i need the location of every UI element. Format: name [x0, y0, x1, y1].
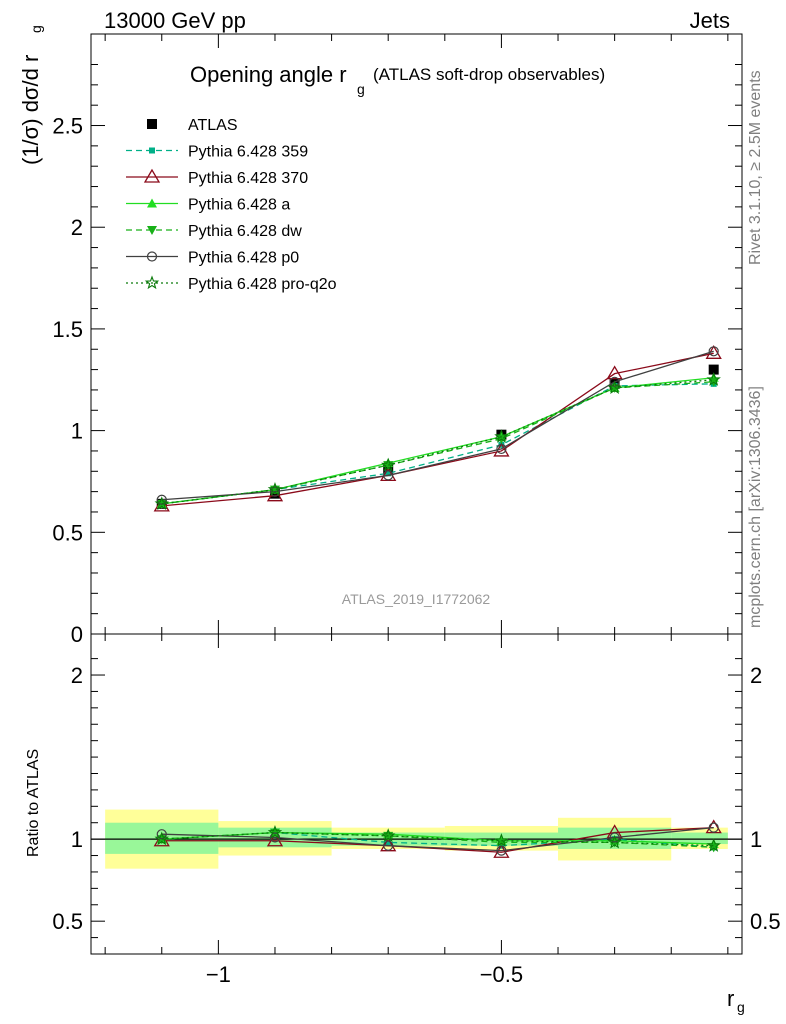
legend-label-5: Pythia 6.428 p0	[188, 250, 299, 267]
main-y-tick-label: 0.5	[52, 520, 83, 545]
main-point-2-0	[153, 497, 170, 512]
ratio-point-4-1	[269, 832, 281, 843]
main-series-6	[154, 372, 721, 510]
main-point-0-5	[708, 364, 719, 375]
ratio-point-5-1	[267, 824, 283, 839]
legend-marker-1	[149, 147, 155, 154]
x-tick-label: −1	[206, 962, 231, 987]
plot-title-main: Opening angle r	[190, 62, 347, 87]
main-point-6-0	[154, 496, 169, 510]
main-series-5	[156, 346, 719, 505]
main-y-tick-label: 1	[71, 419, 83, 444]
main-y-tick-label: 2.5	[52, 114, 83, 139]
header-right: Jets	[690, 8, 730, 33]
ratio-y-tick-label-right: 2	[750, 663, 762, 688]
main-point-6-3	[494, 429, 509, 443]
legend-marker-6	[144, 275, 160, 290]
rivet-version-text: Rivet 3.1.10, ≥ 2.5M events	[747, 70, 764, 265]
main-point-2-4	[606, 365, 623, 380]
legend-item-5: Pythia 6.428 p0	[126, 250, 299, 267]
main-point-6-5	[706, 372, 721, 386]
main-series-line-2	[161, 352, 714, 507]
ratio-y-tick-label-right: 0.5	[750, 909, 781, 934]
ratio-point-5-3	[494, 833, 509, 847]
legend-item-0: ATLAS	[147, 117, 238, 134]
y-axis-label-subscript: g	[28, 25, 44, 33]
ratio-point-5-0	[154, 831, 169, 846]
main-point-5-2	[383, 470, 394, 481]
ratio-series-line-3	[161, 831, 714, 848]
ratio-y-tick-label-left: 2	[71, 663, 83, 688]
legend-marker-3	[147, 198, 157, 208]
legend-item-6: Pythia 6.428 pro-q2o	[126, 275, 337, 293]
header-left: 13000 GeV pp	[104, 8, 246, 33]
main-y-tick-label: 2	[71, 215, 83, 240]
legend: ATLAS Pythia 6.428 359 Pythia 6.428 370 Pyt…	[126, 117, 337, 293]
x-tick-label: −0.5	[480, 962, 523, 987]
legend-label-1: Pythia 6.428 359	[188, 144, 308, 161]
main-y-tick-label: 1.5	[52, 317, 83, 342]
main-point-6-1	[267, 482, 283, 496]
legend-label-6: Pythia 6.428 pro-q2o	[188, 276, 337, 293]
main-point-6-2	[380, 457, 396, 472]
legend-marker-5	[146, 251, 158, 262]
analysis-watermark: ATLAS_2019_I1772062	[342, 591, 491, 607]
legend-marker-0	[147, 119, 157, 129]
axes-group: −1 −0.5 0 0.5 1 1.5 2 2.5 0.5 0.5 1 1 2 2	[52, 34, 781, 987]
legend-marker-4	[147, 226, 157, 235]
ratio-y-tick-label-left: 1	[71, 827, 83, 852]
ratio-series-line-4	[161, 826, 714, 852]
ratio-plot-frame	[90, 633, 743, 955]
main-point-6-4	[607, 380, 622, 395]
ratio-point-1-3	[493, 843, 510, 858]
main-point-5-4	[609, 376, 620, 387]
plot-title: Opening angle r g (ATLAS soft-drop obser…	[190, 62, 605, 97]
main-point-5-0	[156, 494, 167, 505]
ratio-series-line-1	[161, 826, 714, 853]
ratio-y-tick-label-right: 1	[750, 827, 762, 852]
legend-label-2: Pythia 6.428 370	[188, 170, 308, 187]
main-point-5-3	[496, 443, 507, 455]
x-axis-label: r g	[727, 986, 745, 1015]
plot-title-subscript: g	[357, 81, 365, 97]
plot-title-suffix: (ATLAS soft-drop observables)	[373, 65, 605, 84]
ratio-point-4-3	[496, 845, 507, 856]
legend-item-4: Pythia 6.428 dw	[126, 223, 302, 240]
ratio-point-0-2	[385, 839, 392, 846]
ratio-series-5	[154, 824, 721, 852]
ratio-series-group	[153, 819, 722, 858]
ratio-y-tick-label-left: 0.5	[52, 909, 83, 934]
main-series-line-6	[161, 379, 714, 505]
main-point-1-2	[385, 470, 392, 477]
legend-item-3: Pythia 6.428 a	[126, 197, 290, 214]
legend-label-0: ATLAS	[188, 117, 238, 134]
legend-item-1: Pythia 6.428 359	[126, 144, 308, 161]
x-axis-label-main: r	[727, 986, 734, 1011]
ratio-point-5-5	[706, 838, 721, 852]
ratio-point-4-5	[708, 822, 719, 833]
main-series-line-5	[161, 350, 714, 501]
ratio-point-1-0	[153, 832, 170, 847]
ratio-point-4-2	[383, 840, 394, 851]
y-axis-label: (1/σ) dσ/d r g	[18, 25, 44, 165]
x-axis-label-subscript: g	[737, 999, 745, 1015]
legend-label-3: Pythia 6.428 a	[188, 197, 290, 214]
main-point-5-5	[708, 346, 719, 357]
ratio-axis-label: Ratio to ATLAS	[25, 749, 42, 857]
legend-item-2: Pythia 6.428 370	[126, 168, 308, 187]
main-series-group	[153, 345, 722, 512]
ratio-stat-band-5	[671, 832, 728, 845]
ratio-series-4	[156, 822, 719, 856]
ratio-point-5-2	[380, 828, 396, 842]
main-point-5-1	[269, 486, 281, 497]
main-y-tick-label: 0	[71, 622, 83, 647]
legend-marker-2	[143, 168, 161, 183]
mcplots-credit-text: mcplots.cern.ch [arXiv:1306.3436]	[747, 386, 764, 628]
legend-label-4: Pythia 6.428 dw	[188, 223, 302, 240]
ratio-point-5-4	[607, 834, 622, 849]
ratio-point-4-4	[609, 832, 620, 843]
y-axis-label-main: (1/σ) dσ/d r	[18, 55, 43, 165]
